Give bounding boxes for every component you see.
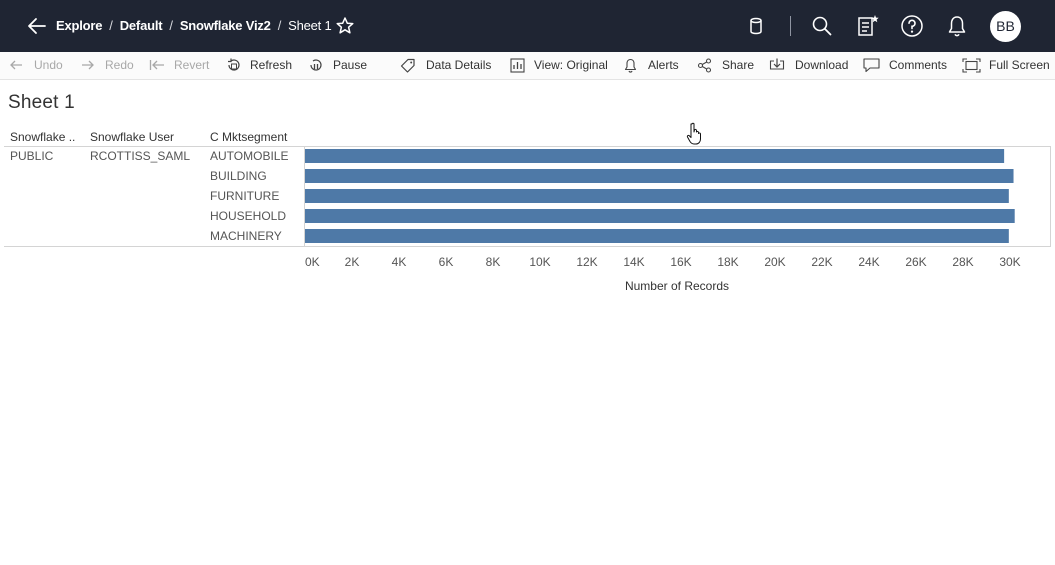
redo-arrow-icon: [82, 60, 94, 70]
breadcrumb-separator: /: [109, 18, 113, 33]
chart-pane: [4, 146, 1051, 247]
sheet-title: Sheet 1: [8, 92, 75, 113]
search-icon[interactable]: [810, 14, 834, 38]
x-tick-label: 6K: [439, 255, 454, 269]
x-tick-label: 22K: [811, 255, 832, 269]
breadcrumb-separator: /: [277, 18, 282, 33]
download-icon: [769, 58, 785, 70]
data-details-label: Data Details: [426, 58, 492, 72]
toolbar-divider: [790, 16, 791, 36]
revert-label: Revert: [174, 58, 210, 72]
x-tick-label: 26K: [905, 255, 926, 269]
view-chart-icon: [510, 58, 525, 73]
x-tick-label: 12K: [576, 255, 597, 269]
pause-label: Pause: [333, 58, 368, 72]
category-label-machinery[interactable]: MACHINERY: [210, 229, 282, 243]
x-tick-label: 16K: [670, 255, 691, 269]
x-tick-label: 18K: [717, 255, 738, 269]
share-icon: [697, 58, 712, 73]
x-tick-label: 30K: [999, 255, 1020, 269]
x-tick-label: 4K: [392, 255, 407, 269]
x-tick-label: 8K: [486, 255, 501, 269]
x-tick-label: 24K: [858, 255, 879, 269]
breadcrumb: Explore / Default / Snowflake Viz2 / Sheet 1: [56, 17, 332, 35]
breadcrumb-explore[interactable]: Explore: [56, 18, 103, 33]
redo-label: Redo: [105, 58, 134, 72]
back-arrow-icon[interactable]: [26, 15, 48, 37]
x-tick-label: 2K: [345, 255, 360, 269]
refresh-icon: [228, 58, 240, 71]
alerts-label: Alerts: [648, 58, 679, 72]
x-tick-label: 20K: [764, 255, 785, 269]
category-label-building[interactable]: BUILDING: [210, 169, 267, 183]
column-header-schema[interactable]: Snowflake ..: [10, 130, 76, 144]
breadcrumb-workbook[interactable]: Snowflake Viz2: [179, 18, 271, 33]
column-header-mktsegment[interactable]: C Mktsegment: [210, 130, 288, 144]
category-label-automobile[interactable]: AUTOMOBILE: [210, 149, 289, 163]
breadcrumb-separator: /: [169, 18, 173, 33]
top-nav-bar: Explore / Default / Snowflake Viz2 / Sheet 1 B…: [0, 0, 1055, 52]
refresh-label: Refresh: [250, 58, 293, 72]
star-icon[interactable]: [335, 16, 355, 36]
help-icon[interactable]: [900, 14, 924, 38]
full-screen-label: Full Screen: [989, 58, 1050, 72]
user-cell[interactable]: RCOTTISS_SAML: [90, 149, 191, 163]
pause-icon: [310, 59, 322, 71]
undo-arrow-icon: [10, 60, 22, 70]
full-screen-icon: [962, 58, 981, 73]
undo-label: Undo: [34, 58, 63, 72]
revert-icon: [149, 60, 164, 70]
comment-icon: [863, 58, 880, 73]
comments-label: Comments: [889, 58, 948, 72]
alert-bell-icon: [624, 58, 637, 73]
category-label-furniture[interactable]: FURNITURE: [210, 189, 280, 203]
download-label: Download: [795, 58, 849, 72]
recents-icon[interactable]: [856, 14, 880, 38]
bell-icon[interactable]: [945, 14, 969, 38]
user-avatar[interactable]: BB: [990, 11, 1021, 42]
category-label-household[interactable]: HOUSEHOLD: [210, 209, 287, 223]
breadcrumb-default[interactable]: Default: [119, 18, 163, 33]
breadcrumb-current-sheet: Sheet 1: [288, 18, 332, 33]
view-toolbar: Undo Redo Revert Refresh Pause Data Deta…: [0, 52, 1055, 80]
schema-cell[interactable]: PUBLIC: [10, 149, 54, 163]
x-tick-label: 10K: [529, 255, 550, 269]
tag-icon: [400, 58, 415, 73]
view-original-label: View: Original: [534, 58, 608, 72]
x-tick-label: 28K: [952, 255, 973, 269]
share-label: Share: [722, 58, 755, 72]
x-tick-label: 14K: [623, 255, 644, 269]
hand-cursor-icon: [686, 122, 701, 145]
column-header-user[interactable]: Snowflake User: [90, 130, 175, 144]
datasource-icon[interactable]: [744, 14, 768, 38]
x-axis-title: Number of Records: [625, 279, 729, 293]
x-tick-label: 0K: [305, 255, 320, 269]
